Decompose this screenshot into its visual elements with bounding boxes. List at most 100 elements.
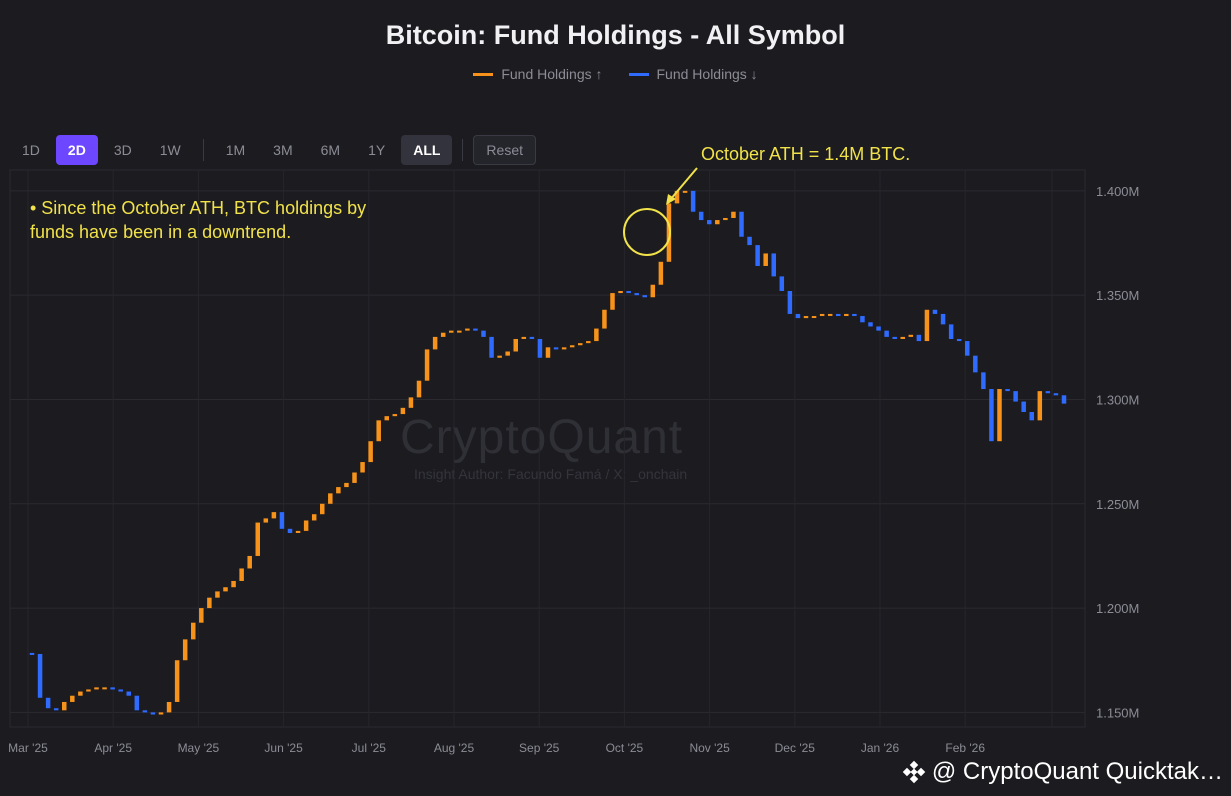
range-1m-button[interactable]: 1M (225, 142, 246, 158)
candle-up (513, 338, 518, 352)
range-1y-button[interactable]: 1Y (368, 142, 386, 158)
candle-down (126, 691, 131, 696)
ath-arrow-head (666, 194, 676, 205)
candle-down (916, 334, 922, 342)
candle-up (715, 220, 720, 225)
candle-down (529, 336, 535, 339)
ath-arrow-line (669, 167, 698, 201)
y-tick-label: 1.300M (1096, 392, 1139, 407)
x-tick-label: Jun '25 (264, 741, 303, 755)
candle-up (174, 660, 180, 702)
timeframe-3d-button[interactable]: 3D (113, 142, 132, 158)
candle-down (287, 528, 293, 533)
legend-swatch-up (473, 72, 494, 76)
candle-down (1005, 389, 1010, 392)
timeframe-1w-button[interactable]: 1W (159, 142, 181, 158)
x-tick-label: Jan '26 (861, 741, 900, 755)
footer-credit: @ CryptoQuant Quicktak… (902, 758, 1223, 786)
candle-down (747, 236, 752, 246)
candle-down (779, 276, 785, 291)
candle-up (360, 462, 365, 473)
candle-up (497, 355, 502, 358)
y-tick-label: 1.200M (1096, 601, 1139, 616)
candle-up (803, 316, 809, 319)
reset-button[interactable]: Reset (473, 135, 536, 165)
y-axis: 1.400M 1.350M 1.300M 1.250M 1.200M 1.150M (1096, 184, 1139, 721)
candle-up (166, 701, 172, 713)
y-tick-label: 1.350M (1096, 288, 1139, 303)
candle-down (755, 245, 760, 266)
candle-up (658, 261, 664, 285)
candle-up (924, 309, 930, 342)
candle-up (908, 334, 914, 337)
x-tick-label: May '25 (178, 741, 220, 755)
candle-up (328, 493, 333, 504)
candle-up (844, 313, 849, 317)
timeframe-2d-button[interactable]: 2D (55, 135, 98, 165)
candle-down (795, 313, 801, 319)
candle-up (271, 512, 277, 519)
candle-up (723, 217, 728, 221)
watermark-author: Insight Author: Facundo Famá / X: _oncha… (414, 466, 688, 482)
candle-up (827, 313, 833, 316)
candle-series (29, 190, 1067, 715)
candle-up (666, 203, 672, 262)
candle-down (876, 326, 881, 331)
candle-up (182, 639, 188, 661)
range-3m-button[interactable]: 3M (273, 142, 293, 158)
candle-down (626, 291, 631, 294)
candle-down (932, 309, 938, 314)
candle-up (295, 530, 301, 533)
candle-up (811, 316, 817, 319)
candle-up (731, 211, 736, 218)
watermark: CryptoQuant (400, 411, 684, 464)
candle-up (263, 518, 269, 523)
x-tick-label: Feb '26 (945, 741, 985, 755)
candle-up (215, 591, 220, 598)
candle-up (432, 336, 438, 350)
timeframe-1d-button[interactable]: 1D (22, 142, 40, 158)
x-tick-label: Apr '25 (94, 741, 132, 755)
candle-up (424, 349, 430, 381)
candle-up (416, 380, 422, 398)
legend: Fund Holdings ↑ Fund Holdings ↓ (0, 66, 1231, 82)
x-tick-label: Mar '25 (8, 741, 48, 755)
x-axis: Mar '25 Apr '25 May '25 Jun '25 Jul '25 Aug '… (8, 741, 985, 755)
candle-down (965, 341, 970, 356)
candle-down (836, 313, 841, 317)
legend-label-down: Fund Holdings ↓ (656, 66, 758, 82)
candle-down (892, 336, 897, 339)
candle-down (53, 708, 59, 711)
candle-down (860, 316, 865, 323)
candle-down (973, 355, 978, 373)
candle-down (771, 253, 776, 277)
candle-up (674, 190, 680, 204)
candle-up (199, 608, 204, 623)
x-tick-label: Sep '25 (519, 741, 560, 755)
candle-up (682, 190, 688, 193)
legend-item-down[interactable]: Fund Holdings ↓ (628, 66, 758, 82)
candle-down (45, 697, 51, 709)
candle-up (594, 328, 599, 342)
candle-up (392, 414, 398, 417)
candle-up (440, 332, 446, 337)
candle-up (191, 622, 196, 640)
plot-frame (9, 169, 1086, 728)
y-tick-label: 1.250M (1096, 497, 1139, 512)
y-tick-label: 1.400M (1096, 184, 1139, 199)
candle-up (223, 587, 228, 592)
x-tick-label: Nov '25 (689, 741, 730, 755)
candle-down (553, 347, 559, 350)
candle-up (62, 701, 67, 711)
candle-up (449, 330, 454, 333)
timeframe-toolbar: 1D 2D 3D 1W 1M 3M 6M 1Y ALL Reset (10, 135, 536, 165)
candle-down (1045, 391, 1051, 394)
range-all-button[interactable]: ALL (401, 135, 453, 165)
candle-up (320, 503, 325, 515)
candle-up (578, 343, 583, 346)
range-6m-button[interactable]: 6M (320, 142, 341, 158)
candle-up (819, 313, 825, 317)
toolbar-divider (462, 139, 464, 161)
legend-item-up[interactable]: Fund Holdings ↑ (473, 66, 603, 82)
